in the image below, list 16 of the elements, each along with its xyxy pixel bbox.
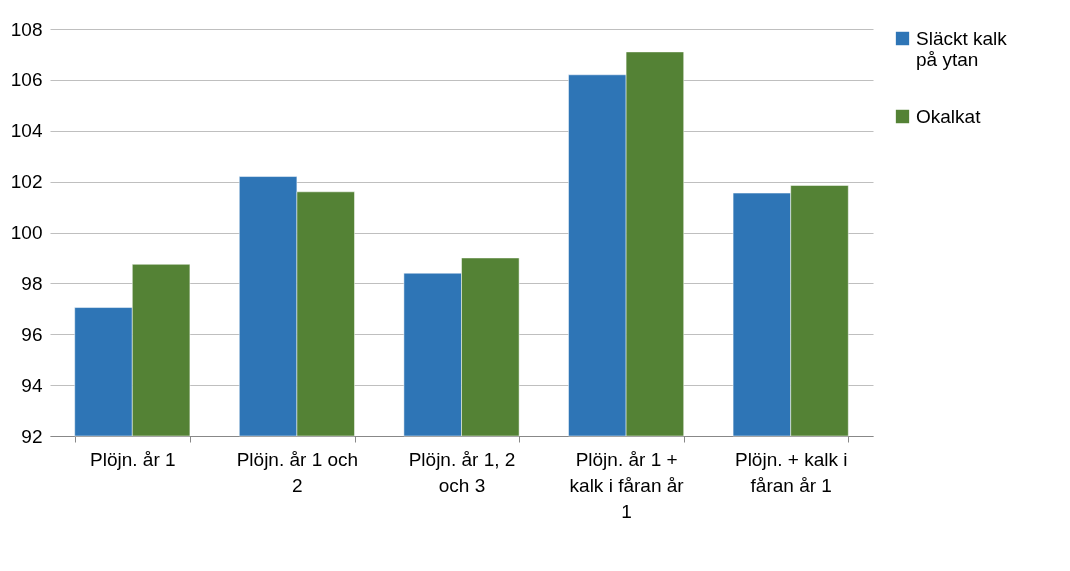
x-tick-label: Plöjn. år 1 bbox=[90, 448, 176, 470]
x-tick-label: Plöjn. år 1 och 2 bbox=[236, 448, 359, 496]
y-tick-label: 100 bbox=[10, 222, 43, 243]
y-tick-label: 106 bbox=[10, 69, 43, 91]
x-tick-label: Plöjn. år 1, 2 och 3 bbox=[408, 448, 516, 496]
legend-label: Okalkat bbox=[916, 105, 982, 127]
y-tick-label: 92 bbox=[21, 425, 43, 447]
y-tick-label: 104 bbox=[10, 120, 43, 142]
y-tick-label: 108 bbox=[10, 18, 43, 40]
y-tick-label: 102 bbox=[10, 171, 43, 193]
legend-label: Släckt kalk på ytan bbox=[916, 27, 1008, 70]
y-tick-label: 96 bbox=[21, 323, 43, 345]
x-tick-label: Plöjn. + kalk i fåran år 1 bbox=[734, 448, 848, 496]
x-tick-label: Plöjn. år 1 + kalk i fåran år 1 bbox=[569, 448, 685, 522]
y-tick-label: 94 bbox=[21, 374, 43, 396]
y-tick-label: 98 bbox=[21, 272, 43, 294]
